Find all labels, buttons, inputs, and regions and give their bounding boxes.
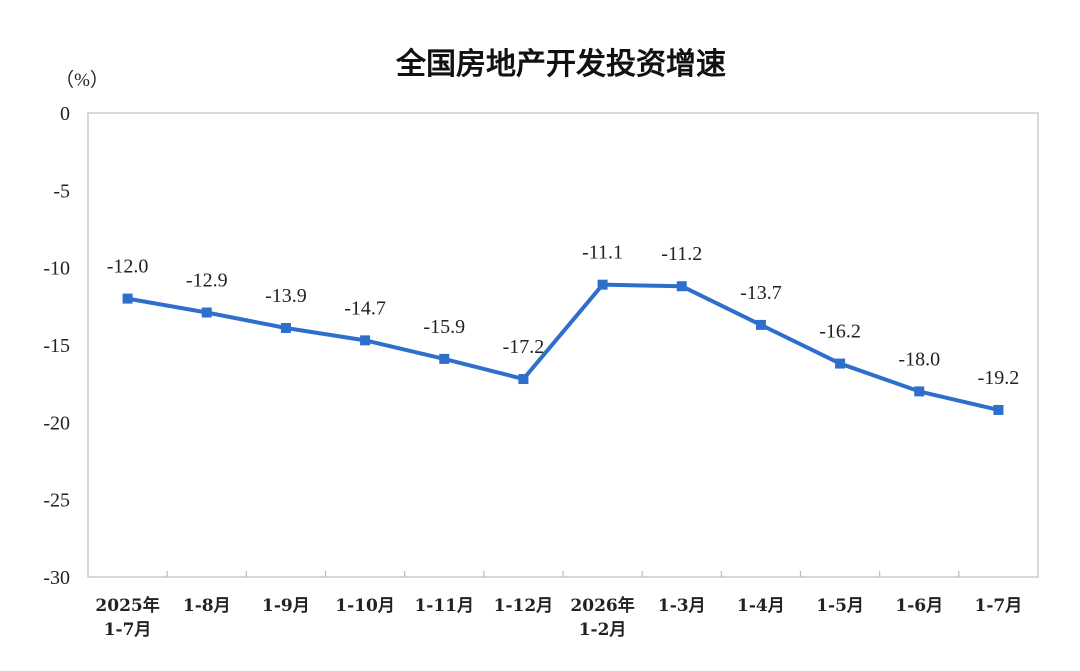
data-point-marker bbox=[439, 353, 450, 364]
data-point-marker bbox=[122, 293, 133, 304]
y-tick-label: 0 bbox=[60, 103, 70, 125]
data-label: -13.7 bbox=[740, 282, 782, 304]
data-label: -14.7 bbox=[344, 297, 386, 319]
y-tick-label: -20 bbox=[43, 412, 70, 434]
x-tick-label: 1-12月 bbox=[494, 596, 554, 616]
data-label: -16.2 bbox=[819, 321, 861, 343]
chart-title: 全国房地产开发投资增速 bbox=[395, 47, 726, 82]
y-tick-label: -15 bbox=[43, 335, 70, 357]
data-point-marker bbox=[518, 374, 529, 385]
y-axis-unit-label: （%） bbox=[55, 69, 109, 91]
y-tick-label: -10 bbox=[43, 258, 70, 280]
data-point-marker bbox=[993, 404, 1004, 415]
x-tick-label: 1-8月 bbox=[183, 596, 231, 616]
y-tick-label: -30 bbox=[43, 567, 70, 589]
x-tick-label: 1-3月 bbox=[658, 596, 706, 616]
data-point-marker bbox=[360, 335, 371, 346]
data-label: -18.0 bbox=[898, 348, 940, 370]
x-tick-label: 1-11月 bbox=[414, 596, 474, 616]
data-point-marker bbox=[676, 281, 687, 292]
data-point-marker bbox=[755, 319, 766, 330]
y-tick-label: -25 bbox=[43, 490, 70, 512]
x-tick-label: 1-7月 bbox=[104, 620, 152, 640]
x-tick-label: 1-5月 bbox=[816, 596, 864, 616]
data-point-marker bbox=[280, 322, 291, 333]
series-line bbox=[125, 282, 1001, 412]
x-axis: 2025年 1-7月 1-8月 1-9月 1-10月 1-11月 1-12月 2026年 1-2… bbox=[95, 571, 1022, 640]
data-label: -11.1 bbox=[582, 242, 623, 264]
data-label: -11.2 bbox=[661, 243, 702, 265]
data-point-marker bbox=[835, 358, 846, 369]
x-tick-label: 2025年 bbox=[95, 595, 159, 616]
y-tick-label: -5 bbox=[53, 180, 70, 202]
data-label: -13.9 bbox=[265, 285, 307, 307]
data-point-marker bbox=[597, 279, 608, 290]
data-label: -19.2 bbox=[978, 367, 1020, 389]
data-label: -12.0 bbox=[107, 256, 149, 278]
x-tick-label: 1-4月 bbox=[737, 596, 785, 616]
y-axis: 0 -5 -10 -15 -20 -25 -30 bbox=[43, 103, 70, 589]
data-labels: -12.0 -12.9 -13.9 -14.7 -15.9 -17.2 -11.1 -11.2… bbox=[107, 242, 1020, 389]
x-tick-label: 1-2月 bbox=[579, 620, 627, 640]
data-point-marker bbox=[914, 386, 925, 397]
data-label: -17.2 bbox=[503, 336, 545, 358]
x-tick-label: 1-6月 bbox=[895, 596, 943, 616]
x-tick-label: 1-9月 bbox=[262, 596, 310, 616]
x-tick-label: 1-10月 bbox=[335, 596, 395, 616]
plot-area-frame bbox=[87, 112, 1039, 578]
x-tick-label: 1-7月 bbox=[975, 596, 1023, 616]
data-label: -15.9 bbox=[423, 316, 465, 338]
series-group bbox=[122, 279, 1004, 415]
data-label: -12.9 bbox=[186, 270, 228, 292]
x-tick-label: 2026年 bbox=[570, 595, 634, 616]
data-point-marker bbox=[201, 307, 212, 318]
